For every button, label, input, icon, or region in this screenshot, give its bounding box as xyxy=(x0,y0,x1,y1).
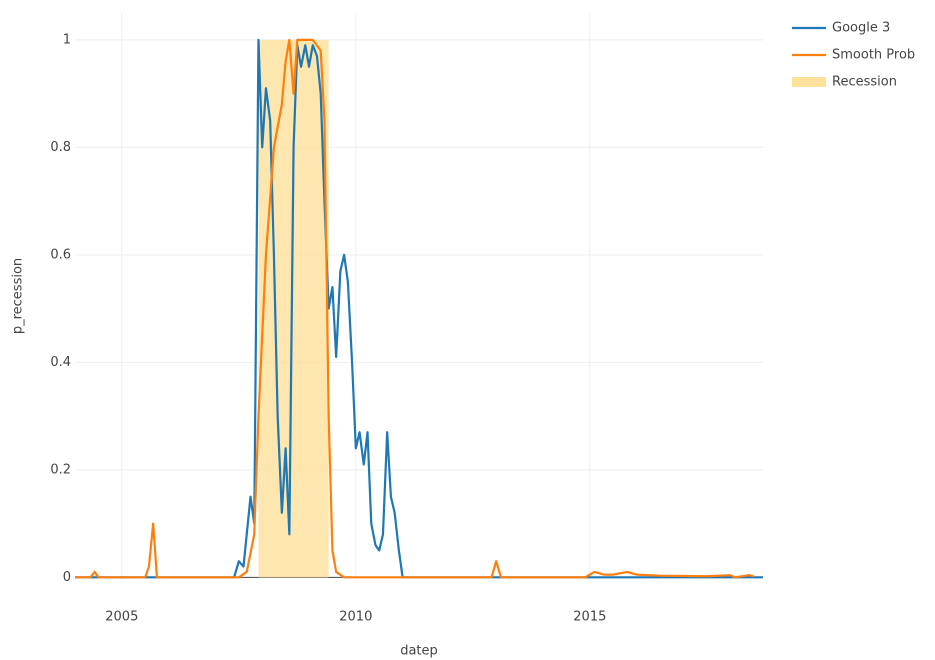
series-line xyxy=(75,38,763,579)
y-tick-label: 0.6 xyxy=(50,247,71,262)
legend-label: Google 3 xyxy=(832,21,890,36)
y-tick-label: 0.4 xyxy=(50,355,71,370)
series-line xyxy=(75,38,754,579)
x-axis-label: datep xyxy=(400,644,438,659)
x-tick-label: 2010 xyxy=(339,610,372,625)
y-tick-label: 0.2 xyxy=(50,462,71,477)
recession-area xyxy=(258,39,329,578)
x-tick-label: 2005 xyxy=(105,610,138,625)
plot-area xyxy=(75,38,763,579)
x-tick-label: 2015 xyxy=(573,610,606,625)
legend-label: Recession xyxy=(832,75,897,90)
y-tick-label: 0 xyxy=(63,570,71,585)
legend-swatch xyxy=(792,77,826,87)
y-axis-label: p_recession xyxy=(11,258,26,334)
y-tick-label: 0.8 xyxy=(50,140,71,155)
legend-label: Smooth Prob xyxy=(832,48,915,63)
y-tick-label: 1 xyxy=(63,32,71,47)
